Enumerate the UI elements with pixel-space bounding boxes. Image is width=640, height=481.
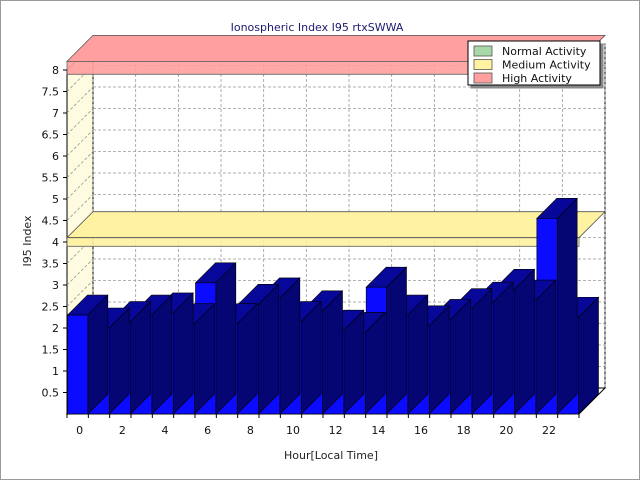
bar-side (386, 266, 407, 415)
y-axis-ticks: 0.5 1 1.5 2 2.5 3 3.5 4 4.5 5 5.5 6 6.5 7 7.5 8 (42, 64, 67, 400)
x-tick-label: 0 (76, 424, 83, 437)
activity-bands (66, 35, 606, 247)
bar-front (67, 314, 89, 415)
x-tick-label: 4 (162, 424, 169, 437)
legend-swatch (473, 59, 493, 70)
x-axis-ticks: 0 2 4 6 8 10 12 14 16 18 20 22 (66, 414, 580, 437)
gridline-wall (66, 258, 94, 286)
medium-activity-band (66, 211, 606, 247)
bar-side (471, 287, 493, 415)
bar-side (258, 283, 279, 415)
y-tick-label: 2 (52, 322, 59, 335)
x-tick-label: 22 (542, 424, 556, 437)
y-tick-label: 5.5 (42, 172, 60, 185)
gridline-wall (66, 108, 94, 135)
bar-side (151, 294, 173, 415)
bar-side (492, 281, 514, 415)
x-tick-label: 20 (499, 424, 513, 437)
y-tick-label: 6 (52, 150, 59, 163)
legend-swatch (473, 72, 493, 84)
y-tick-label: 2.5 (42, 301, 60, 314)
bar-side (407, 294, 429, 415)
x-tick-label: 8 (247, 424, 254, 437)
chart-title: Ionospheric Index I95 rtxSWWA (231, 21, 404, 34)
y-tick-label: 1.5 (42, 344, 60, 357)
y-axis-title: I95 Index (21, 215, 34, 267)
y-tick-label: 8 (52, 64, 59, 77)
gridline-wall (66, 86, 94, 114)
x-tick-label: 10 (286, 424, 300, 437)
legend-swatch (473, 45, 493, 57)
gridline-wall (66, 172, 94, 200)
y-tick-label: 6.5 (42, 129, 60, 142)
x-axis-title: Hour[Local Time] (284, 449, 378, 462)
bar-side (279, 277, 301, 415)
x-tick-label: 12 (329, 424, 343, 437)
y-tick-label: 5 (52, 193, 59, 206)
medium-activity-band-front (66, 237, 580, 247)
bar-side (535, 279, 557, 415)
x-tick-label: 2 (119, 424, 126, 437)
bar-side (215, 262, 237, 415)
y-tick-label: 7.5 (42, 86, 60, 99)
y-tick-label: 0.5 (42, 387, 60, 400)
legend-label: Normal Activity (502, 45, 587, 58)
bar-side (172, 292, 194, 415)
bar-side (322, 290, 343, 415)
y-tick-label: 1 (52, 365, 59, 378)
y-tick-label: 3.5 (42, 258, 60, 271)
bar-side (556, 197, 578, 415)
gridline-wall (66, 194, 94, 221)
bars (66, 197, 600, 415)
y-tick-label: 7 (52, 107, 59, 120)
x-tick-label: 18 (457, 424, 471, 437)
x-tick-label: 16 (414, 424, 428, 437)
medium-activity-band-top (66, 211, 606, 239)
y-tick-label: 4 (52, 236, 59, 249)
bar-side (514, 268, 535, 415)
y-tick-label: 3 (52, 279, 59, 292)
legend-label: High Activity (502, 72, 572, 85)
gridline-wall (66, 151, 94, 178)
bar-side (87, 294, 109, 415)
y-tick-label: 4.5 (42, 215, 60, 228)
gridline-wall (66, 129, 94, 157)
legend-label: Medium Activity (502, 59, 591, 72)
x-tick-label: 6 (204, 424, 211, 437)
gridline-wall (66, 280, 94, 307)
x-tick-label: 14 (371, 424, 385, 437)
bar (66, 294, 109, 415)
bar-side (578, 296, 599, 415)
